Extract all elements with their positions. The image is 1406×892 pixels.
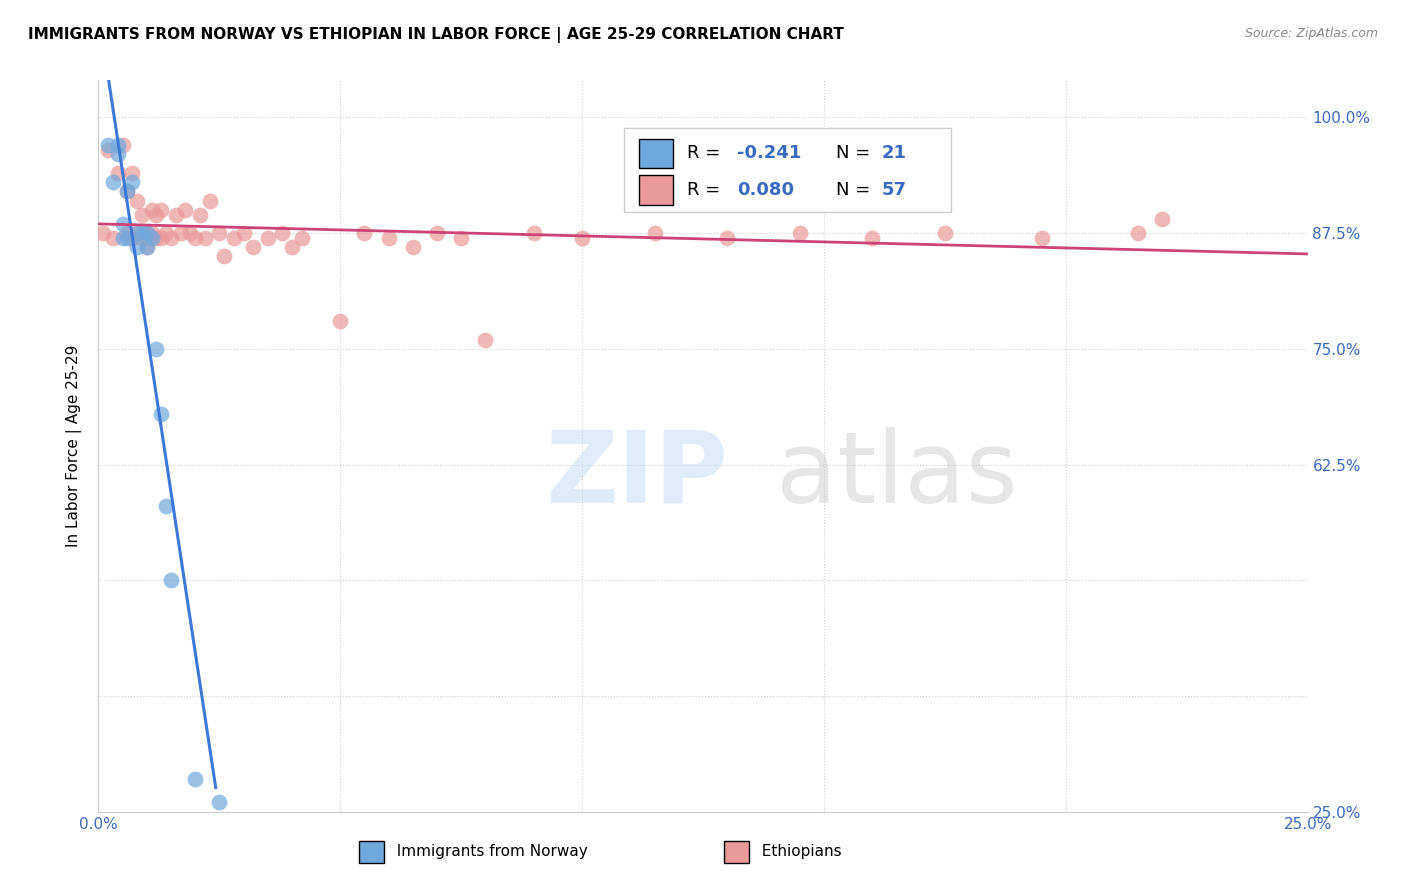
Point <box>860 230 883 244</box>
Point <box>644 226 666 240</box>
Point <box>184 772 207 787</box>
Point <box>179 226 201 240</box>
Point <box>150 407 173 421</box>
Point <box>135 240 157 254</box>
Point <box>127 226 149 240</box>
Text: 21: 21 <box>882 145 907 162</box>
Point <box>111 230 134 244</box>
FancyBboxPatch shape <box>359 841 384 863</box>
Point <box>121 175 143 189</box>
Point <box>97 143 120 157</box>
Point <box>155 226 177 240</box>
Point <box>450 230 472 244</box>
Point <box>426 226 449 240</box>
Point <box>135 240 157 254</box>
FancyBboxPatch shape <box>638 139 673 168</box>
Point <box>184 230 207 244</box>
Point <box>1128 226 1150 240</box>
Point <box>523 226 546 240</box>
Point <box>111 217 134 231</box>
Point <box>222 230 245 244</box>
Point <box>141 226 163 240</box>
Point <box>107 138 129 153</box>
Point <box>101 230 124 244</box>
Point <box>571 230 593 244</box>
Point <box>256 230 278 244</box>
FancyBboxPatch shape <box>638 176 673 204</box>
Text: IMMIGRANTS FROM NORWAY VS ETHIOPIAN IN LABOR FORCE | AGE 25-29 CORRELATION CHART: IMMIGRANTS FROM NORWAY VS ETHIOPIAN IN L… <box>28 27 844 43</box>
Point <box>145 342 167 356</box>
Point <box>232 226 254 240</box>
Point <box>194 230 217 244</box>
Point <box>145 208 167 222</box>
Point <box>150 230 173 244</box>
Point <box>402 240 425 254</box>
Point <box>155 499 177 513</box>
Point <box>160 574 183 588</box>
Point <box>353 226 375 240</box>
Point <box>208 796 231 810</box>
Point <box>271 226 294 240</box>
Point <box>1152 212 1174 227</box>
Point <box>145 230 167 244</box>
Point <box>111 138 134 153</box>
Text: Immigrants from Norway: Immigrants from Norway <box>387 845 588 859</box>
Text: -0.241: -0.241 <box>737 145 801 162</box>
Point <box>141 202 163 217</box>
Point <box>117 226 139 240</box>
Point <box>101 175 124 189</box>
Point <box>127 194 149 208</box>
Point <box>117 230 139 244</box>
Point <box>165 208 187 222</box>
Point <box>131 226 153 240</box>
Point <box>198 194 221 208</box>
Point <box>127 226 149 240</box>
Point <box>290 230 312 244</box>
Point <box>716 230 738 244</box>
Point <box>131 230 153 244</box>
Point <box>474 333 496 347</box>
Point <box>188 208 211 222</box>
Point <box>131 208 153 222</box>
Point <box>281 240 304 254</box>
Point <box>169 226 191 240</box>
Text: R =: R = <box>688 145 727 162</box>
Point <box>789 226 811 240</box>
Point <box>107 147 129 161</box>
Point <box>97 138 120 153</box>
Point <box>141 230 163 244</box>
Point <box>135 226 157 240</box>
Point <box>377 230 399 244</box>
Point <box>135 226 157 240</box>
Point <box>329 314 352 328</box>
Point <box>117 185 139 199</box>
Point <box>934 226 956 240</box>
Text: 57: 57 <box>882 181 907 199</box>
Text: R =: R = <box>688 181 727 199</box>
Point <box>107 166 129 180</box>
Y-axis label: In Labor Force | Age 25-29: In Labor Force | Age 25-29 <box>66 345 83 547</box>
Text: N =: N = <box>837 181 876 199</box>
Point <box>91 226 114 240</box>
Text: atlas: atlas <box>776 426 1017 524</box>
Text: Source: ZipAtlas.com: Source: ZipAtlas.com <box>1244 27 1378 40</box>
Point <box>150 202 173 217</box>
Point <box>242 240 264 254</box>
Text: Ethiopians: Ethiopians <box>752 845 842 859</box>
Text: 0.080: 0.080 <box>737 181 794 199</box>
Text: ZIP: ZIP <box>546 426 728 524</box>
Point <box>117 185 139 199</box>
Point <box>212 249 235 263</box>
FancyBboxPatch shape <box>724 841 749 863</box>
Point <box>160 230 183 244</box>
Text: N =: N = <box>837 145 876 162</box>
Point <box>127 240 149 254</box>
Point <box>174 202 197 217</box>
Bar <box>624 128 950 212</box>
Point <box>121 230 143 244</box>
Point <box>121 166 143 180</box>
Point <box>1031 230 1053 244</box>
Point <box>208 226 231 240</box>
